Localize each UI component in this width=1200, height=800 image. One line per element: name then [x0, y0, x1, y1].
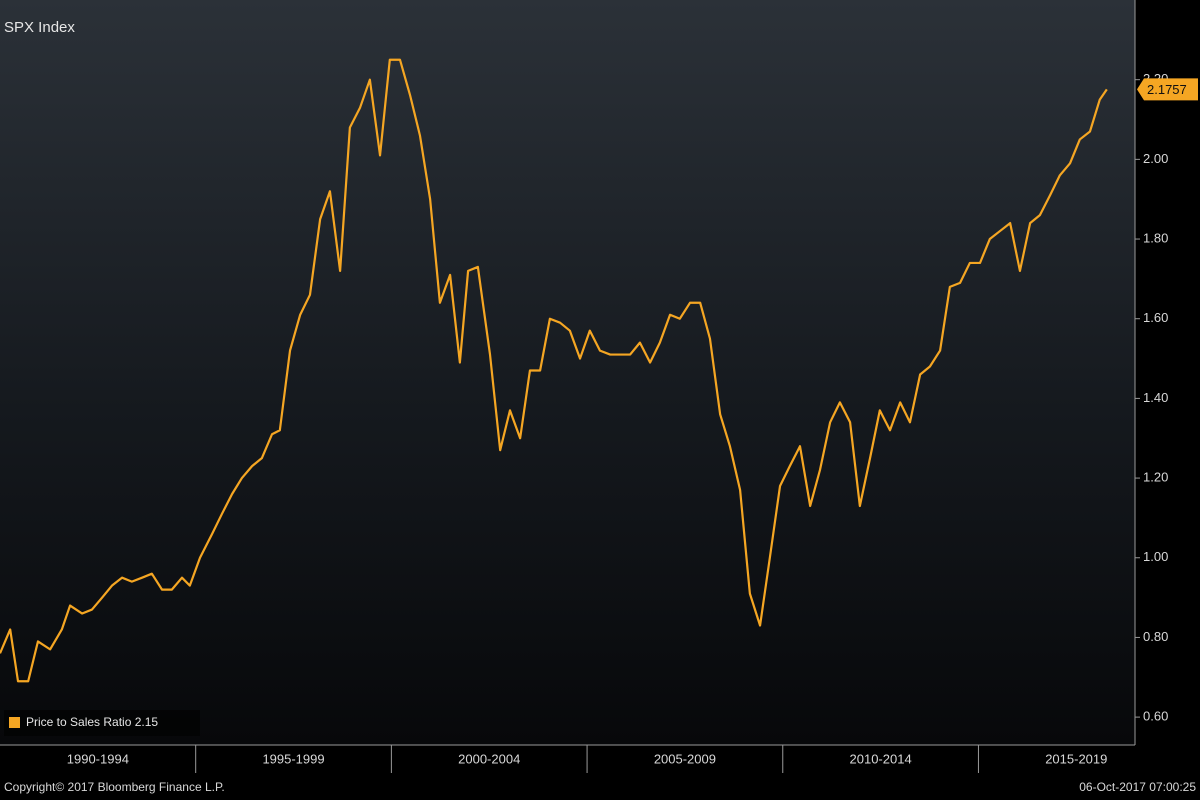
price-to-sales-line — [0, 58, 1108, 683]
legend-swatch — [9, 717, 20, 728]
footer-timestamp: 06-Oct-2017 07:00:25 — [1079, 780, 1196, 794]
y-tick-label: 0.60 — [1143, 709, 1168, 724]
legend-last-value: 2.15 — [135, 715, 159, 729]
footer-copyright: Copyright© 2017 Bloomberg Finance L.P. — [4, 780, 225, 794]
y-tick-label: 1.40 — [1143, 390, 1168, 405]
x-axis-background — [0, 745, 1200, 800]
y-tick-label: 1.60 — [1143, 310, 1168, 325]
y-axis-background — [1135, 0, 1200, 745]
legend-series-name: Price to Sales Ratio — [26, 715, 132, 729]
y-tick-label: 1.80 — [1143, 230, 1168, 245]
legend-background — [4, 710, 200, 736]
x-tick-label: 2000-2004 — [458, 751, 520, 766]
x-tick-label: 2015-2019 — [1045, 751, 1107, 766]
plot-background — [0, 0, 1135, 745]
last-value-label: 2.1757 — [1147, 82, 1187, 97]
chart-title: SPX Index — [4, 19, 75, 36]
x-tick-label: 2005-2009 — [654, 751, 716, 766]
y-tick-label: 1.00 — [1143, 549, 1168, 564]
legend-label: Price to Sales Ratio 2.15 — [26, 715, 158, 729]
x-tick-label: 2010-2014 — [850, 751, 912, 766]
y-tick-label: 0.80 — [1143, 629, 1168, 644]
x-tick-label: 1990-1994 — [67, 751, 129, 766]
y-tick-label: 1.20 — [1143, 470, 1168, 485]
x-tick-label: 1995-1999 — [262, 751, 324, 766]
last-value-tag — [1137, 78, 1198, 101]
y-tick-label: 2.00 — [1143, 151, 1168, 166]
legend: Price to Sales Ratio 2.15 — [4, 710, 200, 736]
